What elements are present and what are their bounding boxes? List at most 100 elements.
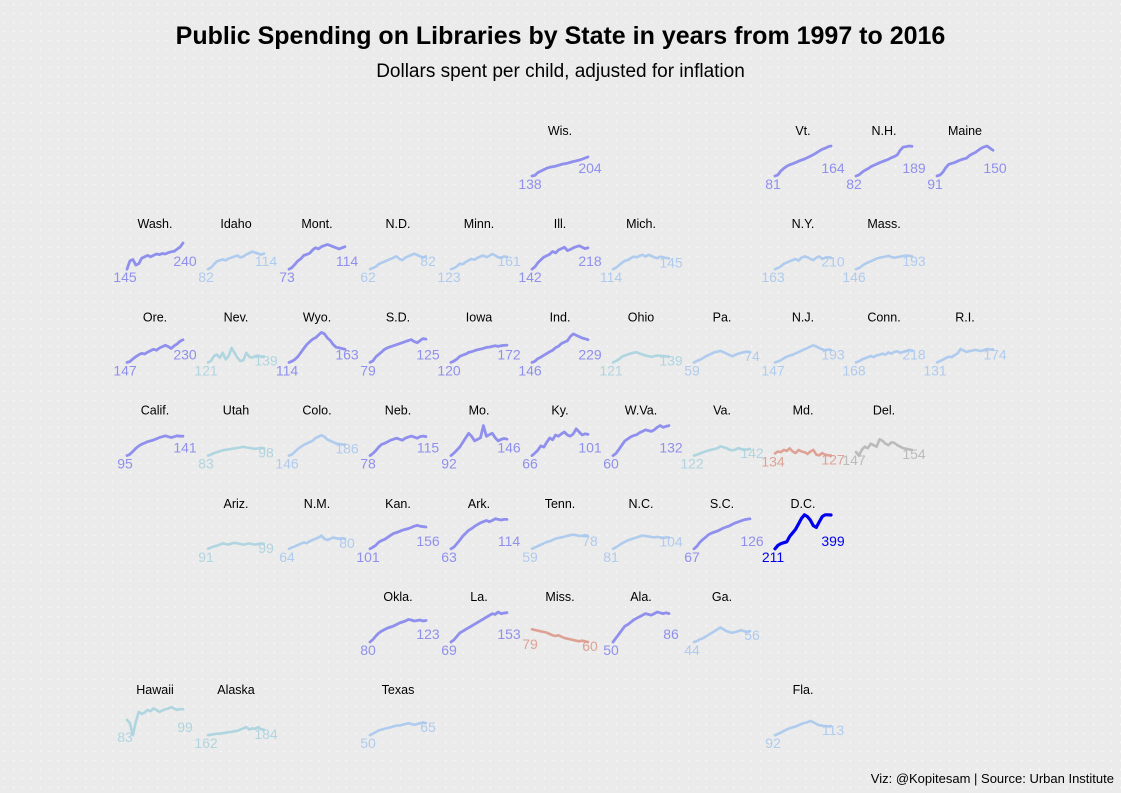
end-value-label: 163 (335, 346, 359, 362)
state-panel-tenn: Tenn. 59 78 (522, 497, 598, 565)
state-panel-nc: N.C. 81 104 (603, 497, 683, 565)
state-panel-va: Va. 122 142 (680, 404, 764, 472)
start-value-label: 67 (684, 549, 700, 565)
state-panel-fla: Fla. 92 113 (765, 683, 844, 751)
state-panel-miss: Miss. 79 60 (522, 590, 598, 654)
state-panel-ny: N.Y. 163 210 (761, 217, 845, 285)
series-line (854, 437, 914, 457)
state-label: Conn. (867, 310, 900, 324)
state-panel-kan: Kan. 101 156 (356, 497, 440, 565)
start-value-label: 79 (522, 636, 538, 652)
series-line (854, 144, 914, 178)
state-label: S.C. (710, 497, 734, 511)
end-value-label: 127 (821, 452, 845, 468)
state-label: Ore. (143, 310, 167, 324)
state-panel-ky: Ky. 66 101 (522, 404, 602, 472)
start-value-label: 82 (846, 176, 862, 192)
start-value-label: 95 (117, 456, 133, 472)
end-value-label: 399 (821, 533, 845, 549)
state-label: Mont. (301, 217, 332, 231)
end-value-label: 240 (173, 253, 197, 269)
series-line (773, 144, 833, 178)
series-line (692, 626, 752, 644)
series-line (368, 252, 428, 271)
state-label: S.D. (386, 310, 410, 324)
state-panel-nev: Nev. 121 139 (194, 310, 278, 378)
start-value-label: 83 (117, 729, 133, 745)
state-panel-colo: Colo. 146 186 (275, 404, 359, 472)
state-panel-del: Del. 147 154 (842, 404, 926, 468)
end-value-label: 189 (902, 160, 926, 176)
series-line (530, 244, 590, 271)
series-line (692, 349, 752, 364)
end-value-label: 218 (902, 346, 926, 362)
series-line (530, 332, 590, 364)
state-label: Kan. (385, 497, 411, 511)
state-panel-iowa: Iowa 120 172 (437, 310, 521, 378)
series-line (692, 517, 752, 551)
series-line (530, 533, 590, 551)
end-value-label: 145 (659, 254, 683, 270)
start-value-label: 114 (600, 269, 623, 285)
state-panel-mich: Mich. 114 145 (600, 217, 683, 285)
state-panel-sc: S.C. 67 126 (684, 497, 764, 565)
state-label: Ill. (554, 217, 567, 231)
end-value-label: 99 (177, 719, 193, 735)
state-panel-nd: N.D. 62 82 (360, 217, 436, 285)
end-value-label: 101 (578, 440, 602, 456)
start-value-label: 145 (113, 269, 137, 285)
state-label: Okla. (383, 590, 412, 604)
state-label: Iowa (466, 310, 492, 324)
state-panel-ga: Ga. 44 56 (684, 590, 760, 658)
start-value-label: 62 (360, 269, 376, 285)
end-value-label: 86 (663, 626, 679, 642)
end-value-label: 193 (821, 346, 845, 362)
state-label: Calif. (141, 404, 169, 418)
state-panel-ore: Ore. 147 230 (113, 310, 197, 378)
start-value-label: 147 (113, 362, 137, 378)
start-value-label: 69 (441, 642, 457, 658)
start-value-label: 91 (198, 549, 214, 565)
series-line (206, 541, 266, 551)
start-value-label: 147 (761, 362, 785, 378)
state-panel-okla: Okla. 80 123 (360, 590, 440, 658)
series-line (611, 350, 671, 364)
state-label: Wis. (548, 124, 572, 138)
start-value-label: 81 (603, 549, 619, 565)
series-line (530, 627, 590, 644)
series-line (773, 343, 833, 364)
state-panel-ala: Ala. 50 86 (603, 590, 679, 658)
state-label: Va. (713, 404, 731, 418)
series-line (125, 338, 185, 364)
start-value-label: 59 (684, 362, 700, 378)
chart-subtitle: Dollars spent per child, adjusted for in… (376, 61, 745, 82)
state-label: Nev. (224, 310, 249, 324)
end-value-label: 229 (578, 346, 602, 362)
series-line (854, 254, 914, 271)
state-panel-maine: Maine 91 150 (927, 124, 1007, 192)
state-panel-alaska: Alaska 162 184 (194, 683, 278, 751)
series-line (773, 255, 833, 271)
state-panel-ark: Ark. 63 114 (441, 497, 520, 565)
state-panel-pa: Pa. 59 74 (684, 310, 760, 378)
state-panel-wyo: Wyo. 114 163 (276, 310, 359, 378)
series-line (368, 337, 428, 364)
start-value-label: 121 (194, 362, 218, 378)
state-label: N.H. (872, 124, 897, 138)
start-value-label: 63 (441, 549, 457, 565)
series-line (287, 243, 347, 271)
state-label: Ala. (630, 590, 652, 604)
state-label: Tenn. (545, 497, 576, 511)
state-label: Ind. (550, 310, 571, 324)
state-label: Ark. (468, 497, 490, 511)
end-value-label: 125 (416, 346, 440, 362)
state-panel-dc: D.C. 211 399 (762, 497, 845, 565)
end-value-label: 139 (659, 352, 683, 368)
series-line (611, 610, 671, 644)
state-panel-minn: Minn. 123 161 (437, 217, 521, 285)
series-line (449, 252, 509, 271)
end-value-label: 193 (902, 253, 926, 269)
end-value-label: 115 (417, 440, 440, 456)
state-label: Alaska (217, 683, 255, 697)
state-panel-ill: Ill. 142 218 (518, 217, 602, 285)
